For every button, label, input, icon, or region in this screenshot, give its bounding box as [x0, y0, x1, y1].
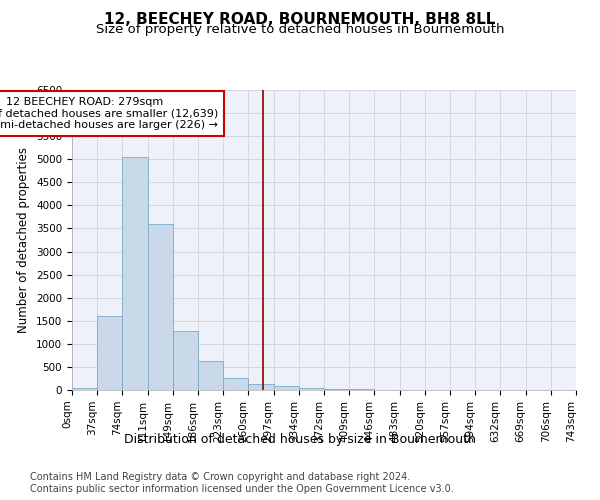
Bar: [122, 157, 148, 390]
Y-axis label: Number of detached properties: Number of detached properties: [17, 147, 31, 333]
Bar: [248, 384, 274, 390]
Text: 12, BEECHEY ROAD, BOURNEMOUTH, BH8 8LL: 12, BEECHEY ROAD, BOURNEMOUTH, BH8 8LL: [104, 12, 496, 28]
Bar: [299, 388, 324, 390]
Text: Size of property relative to detached houses in Bournemouth: Size of property relative to detached ho…: [96, 22, 504, 36]
Text: Distribution of detached houses by size in Bournemouth: Distribution of detached houses by size …: [124, 432, 476, 446]
Bar: [324, 388, 349, 390]
Text: Contains public sector information licensed under the Open Government Licence v3: Contains public sector information licen…: [30, 484, 454, 494]
Bar: [148, 224, 173, 390]
Bar: [97, 316, 122, 390]
Bar: [198, 361, 223, 390]
Bar: [173, 331, 198, 390]
Bar: [274, 386, 299, 390]
Text: 12 BEECHEY ROAD: 279sqm
← 98% of detached houses are smaller (12,639)
2% of semi: 12 BEECHEY ROAD: 279sqm ← 98% of detache…: [0, 97, 219, 130]
Bar: [349, 389, 374, 390]
Bar: [223, 378, 248, 390]
Text: Contains HM Land Registry data © Crown copyright and database right 2024.: Contains HM Land Registry data © Crown c…: [30, 472, 410, 482]
Bar: [72, 388, 97, 390]
